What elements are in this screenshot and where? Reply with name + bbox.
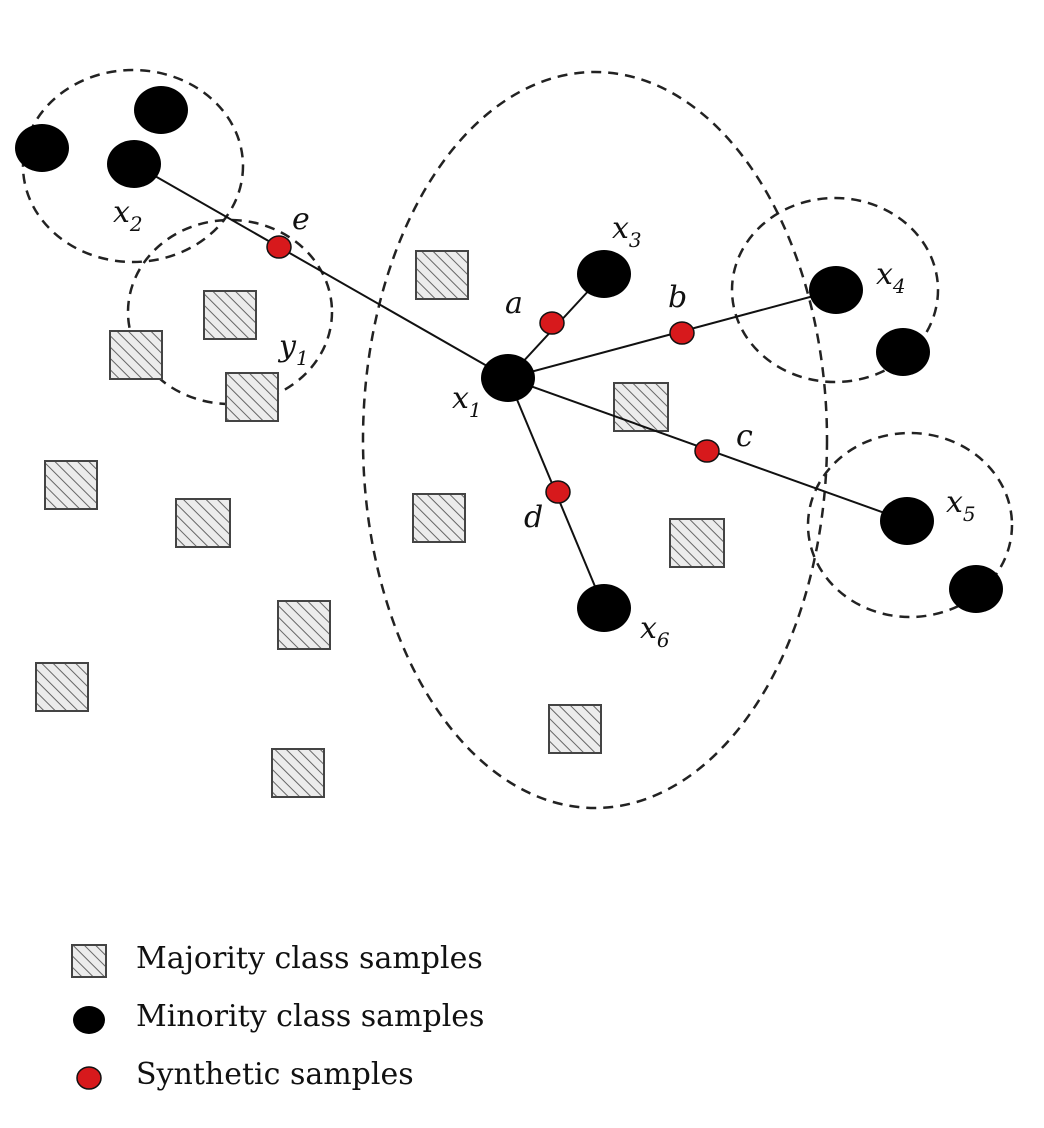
x2-neighborhood bbox=[21, 68, 245, 264]
synthetic-sample-e bbox=[266, 235, 292, 259]
label-c: c bbox=[736, 419, 753, 454]
minority-samples bbox=[15, 86, 1003, 632]
legend-label-majority: Majority class samples bbox=[136, 941, 483, 976]
neighborhoods bbox=[21, 68, 1014, 810]
legend-label-minority: Minority class samples bbox=[136, 999, 485, 1034]
x4-neighborhood bbox=[730, 196, 940, 384]
majority-sample bbox=[225, 372, 279, 422]
label-x6: x6 bbox=[640, 611, 670, 652]
majority-sample bbox=[44, 460, 98, 510]
minority-sample-x4 bbox=[809, 266, 863, 314]
majority-sample bbox=[35, 662, 89, 712]
x1-neighborhood bbox=[361, 70, 829, 810]
label-e: e bbox=[292, 202, 310, 237]
minority-sample bbox=[949, 565, 1003, 613]
minority-sample bbox=[134, 86, 188, 134]
synthetic-sample-d bbox=[545, 480, 571, 504]
majority-sample bbox=[415, 250, 469, 300]
line-x1-x2 bbox=[133, 163, 509, 379]
label-x4: x4 bbox=[876, 257, 906, 298]
majority-sample bbox=[109, 330, 163, 380]
majority-sample bbox=[175, 498, 231, 548]
majority-sample bbox=[613, 382, 669, 432]
majority-sample bbox=[412, 493, 466, 543]
point-labels: x2 e x3 a b x4 y1 x1 c d x5 x6 bbox=[113, 195, 976, 652]
majority-sample bbox=[203, 290, 257, 340]
label-b: b bbox=[668, 280, 687, 315]
x5-neighborhood bbox=[806, 431, 1014, 619]
label-d: d bbox=[524, 500, 543, 535]
synthetic-sample-b bbox=[669, 321, 695, 345]
legend-label-synthetic: Synthetic samples bbox=[136, 1057, 414, 1092]
minority-sample-x5 bbox=[880, 497, 934, 545]
y1-neighborhood bbox=[126, 218, 334, 406]
label-a: a bbox=[505, 286, 523, 321]
majority-sample bbox=[548, 704, 602, 754]
hatched-square-icon bbox=[71, 944, 107, 978]
black-circle-icon bbox=[73, 1006, 105, 1034]
label-x1: x1 bbox=[452, 381, 482, 422]
minority-sample bbox=[15, 124, 69, 172]
minority-sample bbox=[876, 328, 930, 376]
minority-sample-x2 bbox=[107, 140, 161, 188]
minority-sample-x1 bbox=[481, 354, 535, 402]
label-x5: x5 bbox=[946, 485, 976, 526]
minority-sample-x6 bbox=[577, 584, 631, 632]
label-x2: x2 bbox=[113, 195, 143, 236]
synthetic-samples bbox=[266, 235, 720, 504]
majority-sample bbox=[277, 600, 331, 650]
label-x3: x3 bbox=[612, 211, 642, 252]
synthetic-sample-c bbox=[694, 439, 720, 463]
minority-sample-x3 bbox=[577, 250, 631, 298]
synthetic-sample-a bbox=[539, 311, 565, 335]
majority-sample bbox=[669, 518, 725, 568]
majority-sample bbox=[271, 748, 325, 798]
red-dot-icon bbox=[76, 1066, 102, 1090]
label-y1: y1 bbox=[277, 329, 309, 370]
majority-samples bbox=[35, 250, 725, 798]
